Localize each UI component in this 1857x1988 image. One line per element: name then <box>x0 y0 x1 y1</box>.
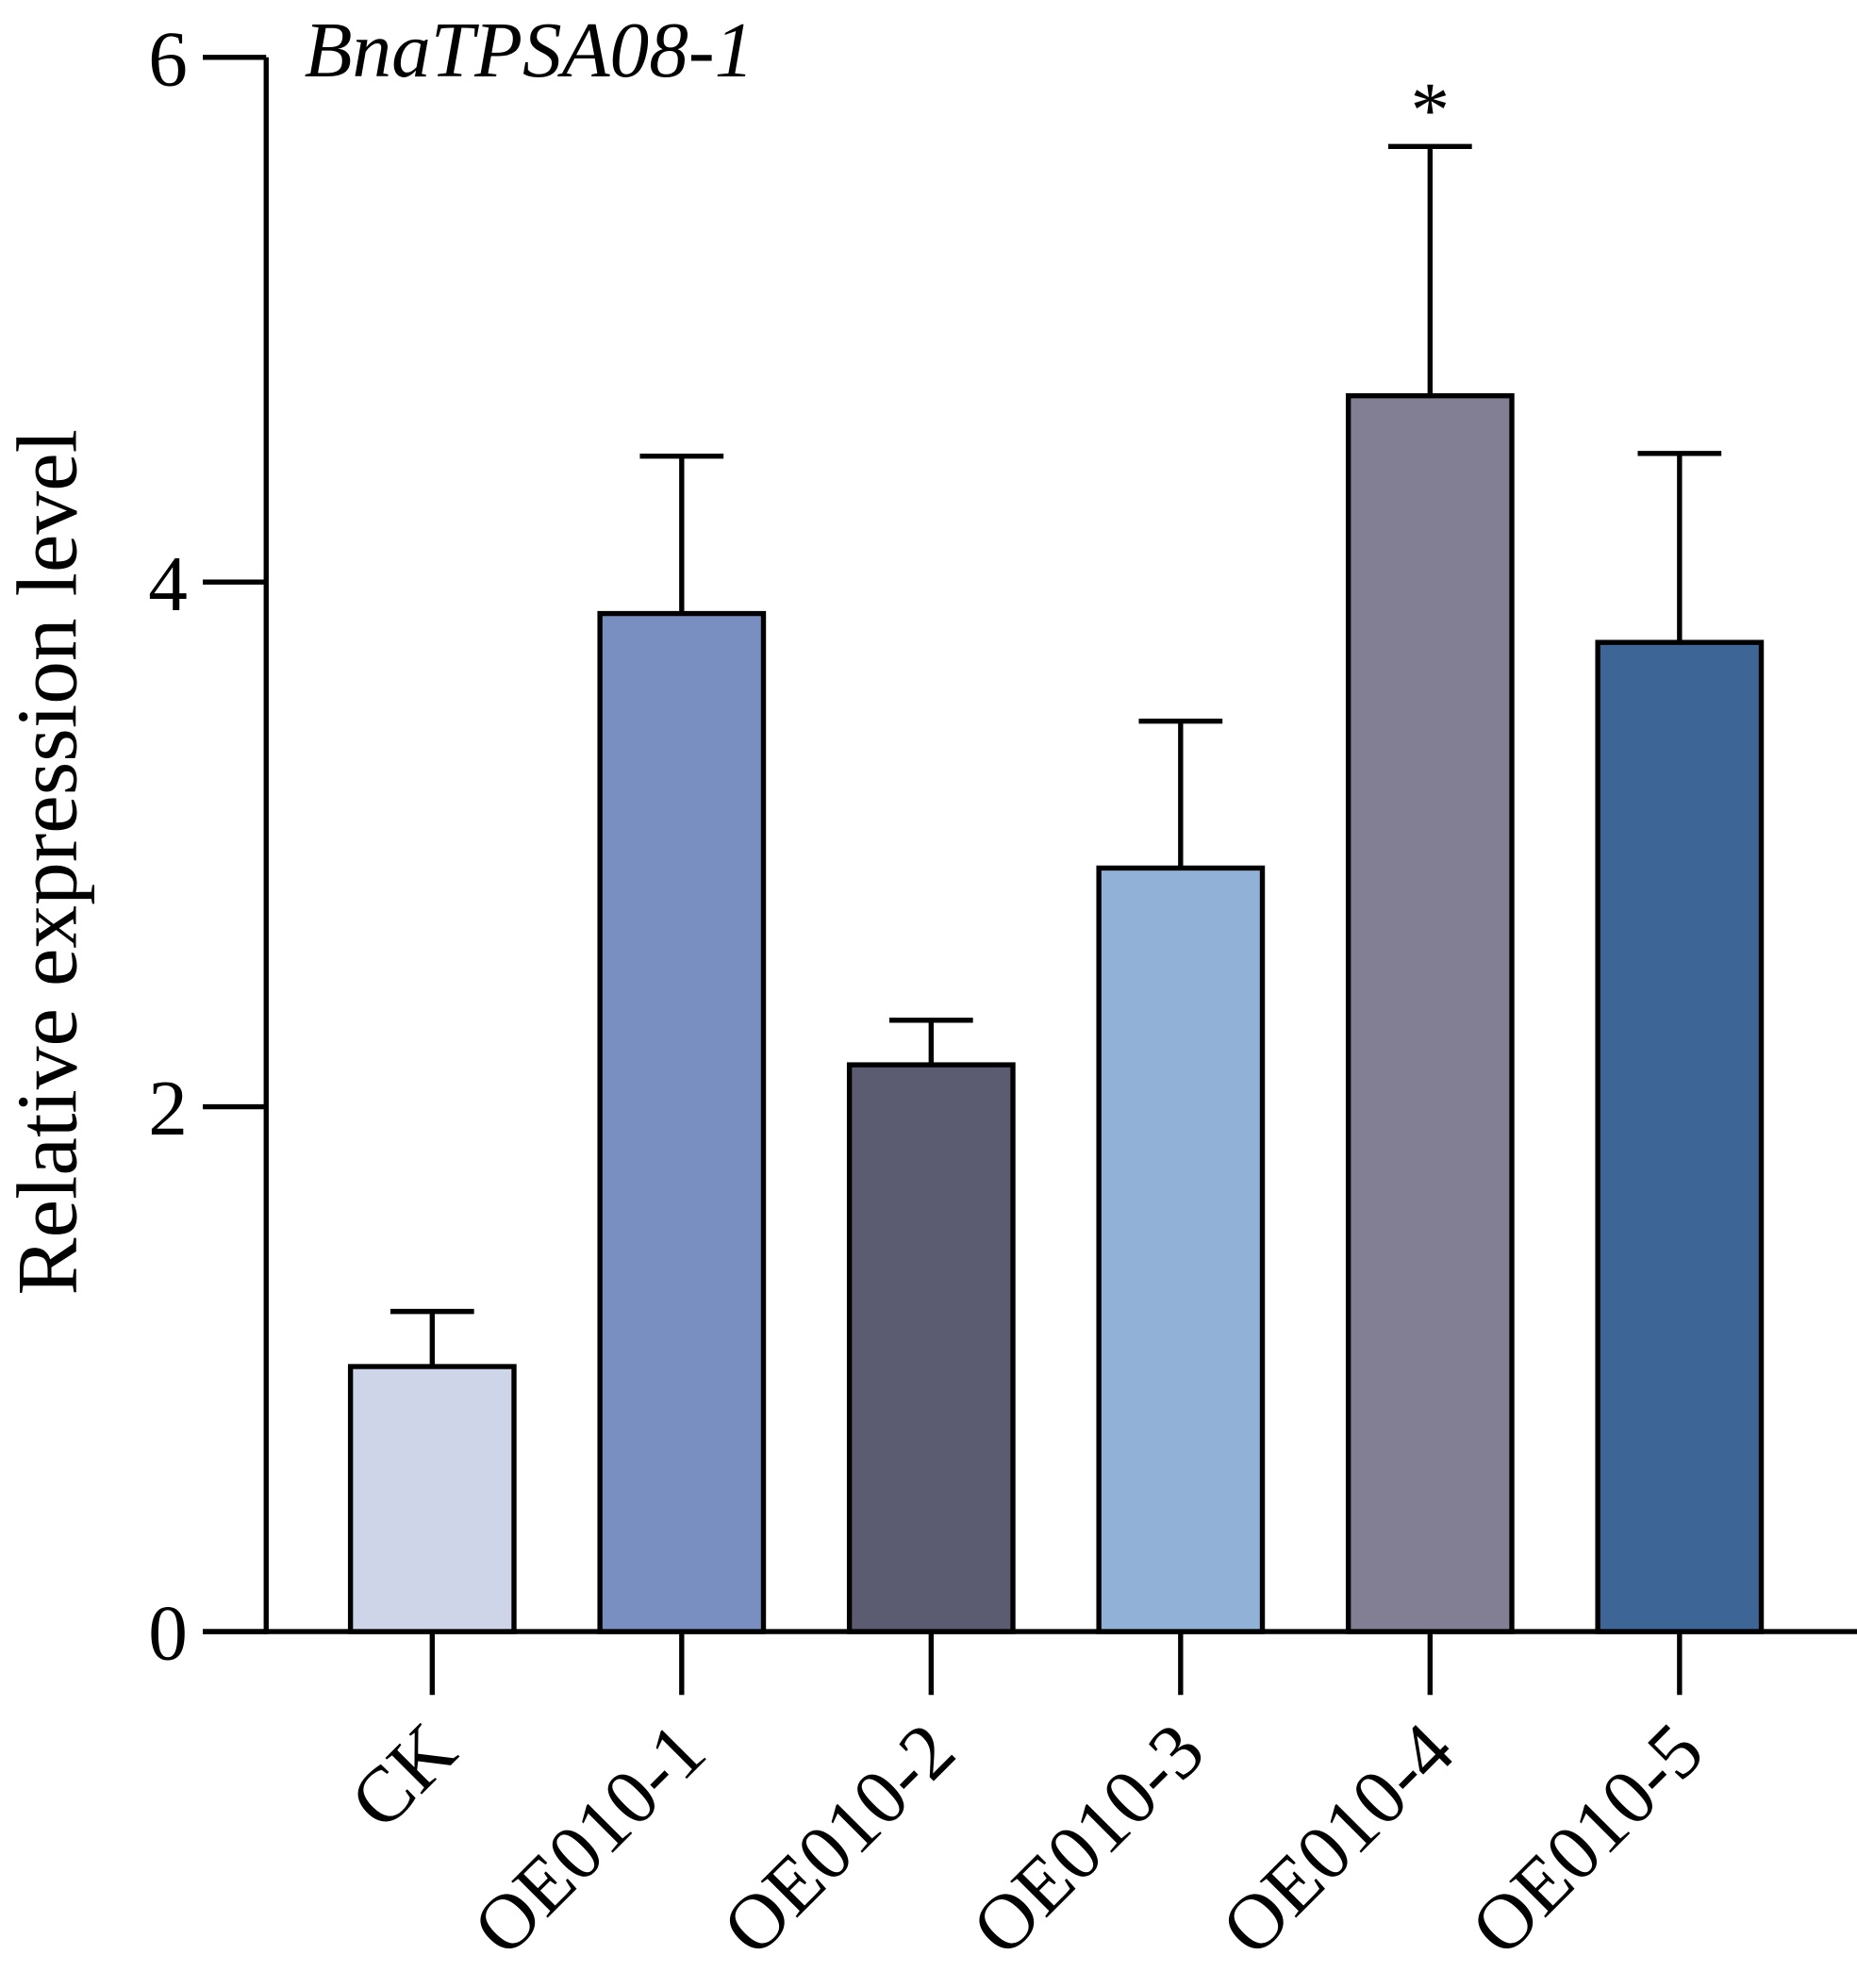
x-tick-label: OE010-4 <box>1205 1707 1470 1972</box>
x-tick-label: OE010-3 <box>956 1707 1221 1972</box>
bar-oe010-1 <box>597 610 767 1634</box>
x-tick-label: OE010-5 <box>1455 1707 1720 1972</box>
bar-oe010-2 <box>846 1062 1016 1634</box>
significance-marker: * <box>1411 68 1451 155</box>
x-tick-label: OE010-2 <box>706 1707 971 1972</box>
x-tick-label: OE010-1 <box>457 1707 722 1972</box>
bar-oe010-4 <box>1345 392 1515 1634</box>
y-tick-label: 4 <box>148 541 188 628</box>
y-tick-label: 2 <box>148 1066 188 1152</box>
y-tick-label: 6 <box>148 16 188 103</box>
y-tick-label: 0 <box>148 1591 188 1678</box>
y-axis-label: Relative expression level <box>0 429 95 1296</box>
bar-oe010-5 <box>1595 639 1765 1634</box>
x-tick-label: CK <box>334 1707 473 1846</box>
chart-title: BnaTPSA08-1 <box>305 8 754 94</box>
bar-ck <box>347 1364 517 1634</box>
bar-oe010-3 <box>1096 865 1266 1634</box>
